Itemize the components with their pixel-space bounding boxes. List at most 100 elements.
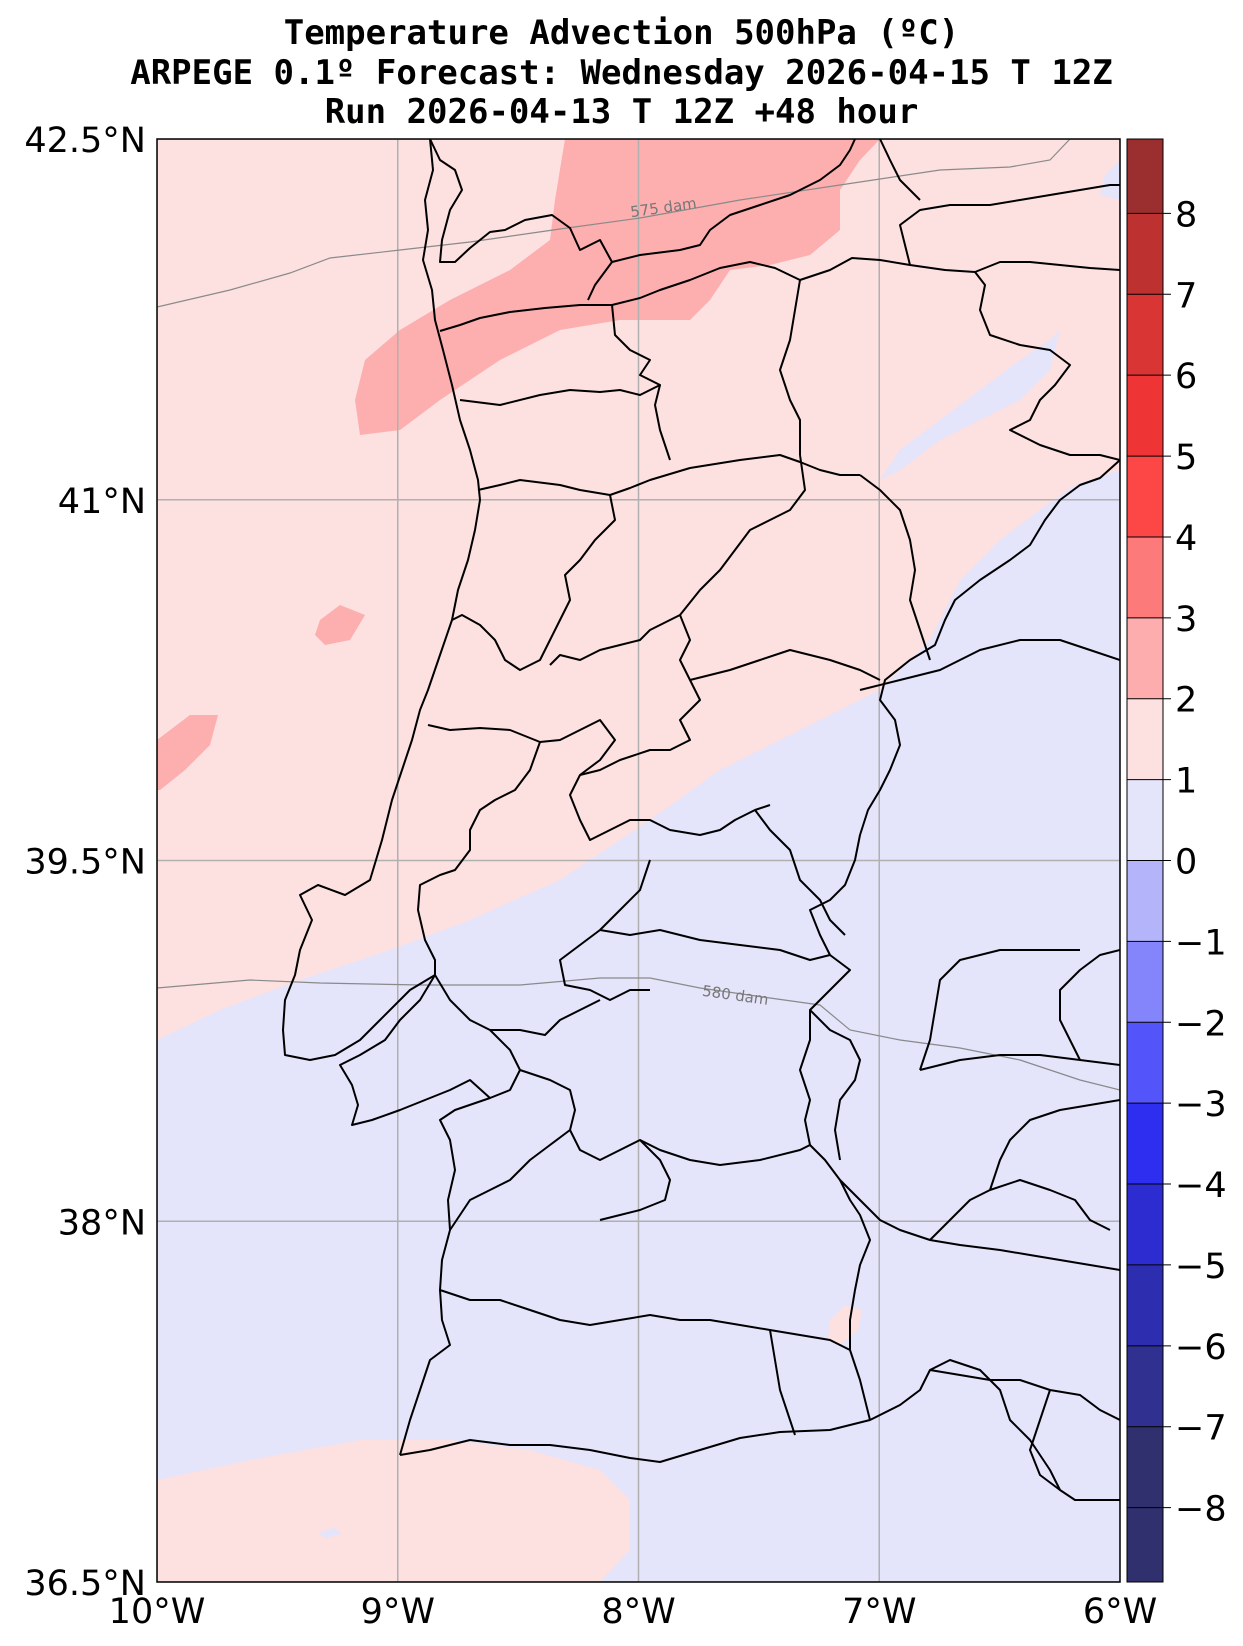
- colorbar-band-8: [1127, 779, 1163, 861]
- district-boundary: [519, 1069, 811, 1166]
- coastline-and-borders: [282, 139, 1120, 1501]
- border-portugal-spain-east: [799, 459, 1120, 1421]
- district-boundary: [439, 1289, 851, 1351]
- colorbar-label-11: −3: [1175, 1085, 1227, 1125]
- district-boundary: [459, 304, 661, 406]
- y-tick-label-1: 41°N: [58, 482, 146, 522]
- district-boundary: [919, 949, 1080, 1071]
- colorbar-band-0: [1127, 139, 1163, 214]
- coastline-galicia: [429, 139, 613, 301]
- colorbar-band-2: [1127, 294, 1163, 376]
- strong-warm-advection-north: [355, 139, 880, 435]
- colorbar-label-5: 3: [1175, 600, 1197, 640]
- district-boundary: [434, 974, 601, 1036]
- colorbar-band-1: [1127, 213, 1163, 295]
- district-boundary: [427, 719, 771, 841]
- district-boundary: [417, 741, 541, 975]
- district-boundary: [879, 139, 921, 201]
- map-area: 575 dam 580 dam: [157, 139, 1120, 1582]
- map-frame: [156, 138, 1121, 1583]
- warm-advection-south: [157, 1440, 630, 1582]
- cold-edge-northeast: [1100, 160, 1120, 200]
- cold-pocket-northeast: [880, 330, 1060, 480]
- colorbar-label-12: −4: [1175, 1166, 1227, 1206]
- district-boundary: [477, 454, 860, 496]
- colorbar-label-3: 5: [1175, 438, 1197, 478]
- district-boundary: [599, 1139, 671, 1221]
- district-boundary: [859, 639, 1120, 691]
- geopotential-contour-575: [157, 139, 1071, 308]
- colorbar-band-11: [1127, 1022, 1163, 1104]
- colorbar-band-5: [1127, 536, 1163, 619]
- y-axis-ticks: 42.5°N 41°N 39.5°N 38°N 36.5°N: [24, 121, 146, 1604]
- y-tick-label-3: 38°N: [58, 1203, 146, 1243]
- title-line-1: Temperature Advection 500hPa (ºC): [283, 13, 960, 53]
- colorbar-band-12: [1127, 1103, 1163, 1185]
- district-boundary: [839, 1179, 1120, 1271]
- colorbar-band-9: [1127, 860, 1163, 942]
- district-boundary: [754, 809, 846, 936]
- border-portugal-spain-north: [439, 257, 1120, 461]
- colorbar-label-1: 7: [1175, 276, 1197, 316]
- district-boundary: [449, 1129, 571, 1231]
- district-boundary: [974, 261, 1120, 273]
- district-boundary: [919, 1054, 1120, 1071]
- y-tick-label-4: 36.5°N: [24, 1564, 146, 1604]
- geopotential-contour-580: [157, 977, 1120, 1091]
- cold-speck: [318, 1528, 342, 1538]
- district-boundary: [1059, 949, 1120, 1061]
- district-boundary: [929, 1179, 1111, 1241]
- district-boundary: [899, 184, 1120, 266]
- coastline-south: [399, 1359, 1120, 1501]
- district-boundary: [779, 279, 801, 455]
- x-tick-label-3: 7°W: [842, 1592, 916, 1632]
- x-tick-label-4: 6°W: [1083, 1592, 1157, 1632]
- colorbar-label-2: 6: [1175, 357, 1197, 397]
- y-tick-label-0: 42.5°N: [24, 121, 146, 161]
- colorbar-band-4: [1127, 456, 1163, 538]
- district-boundary: [451, 494, 616, 671]
- district-boundary: [549, 454, 806, 666]
- warm-spot-interior: [828, 1305, 862, 1345]
- colorbar-label-14: −6: [1175, 1328, 1227, 1368]
- colorbar-label-7: 1: [1175, 762, 1197, 802]
- x-axis-ticks: 10°W 9°W 8°W 7°W 6°W: [109, 1592, 1158, 1632]
- district-boundary: [989, 1099, 1120, 1191]
- colorbar-label-10: −2: [1175, 1004, 1227, 1044]
- colorbar-label-0: 8: [1175, 195, 1197, 235]
- district-boundary: [929, 1369, 1120, 1421]
- district-boundary: [1029, 1389, 1061, 1491]
- colorbar-label-13: −5: [1175, 1247, 1227, 1287]
- district-boundary: [654, 384, 671, 461]
- strong-warm-patch-west: [315, 605, 365, 645]
- colorbar-band-16: [1127, 1426, 1163, 1509]
- gridlines: [157, 139, 1120, 1582]
- district-boundary: [809, 1009, 861, 1161]
- coastline-west: [282, 139, 491, 1456]
- colorbar-band-17: [1127, 1507, 1163, 1583]
- district-boundary: [559, 859, 651, 1001]
- colorbar-band-10: [1127, 941, 1163, 1023]
- colorbar-band-7: [1127, 698, 1163, 781]
- title-line-3: Run 2026-04-13 T 12Z +48 hour: [324, 92, 919, 132]
- x-tick-label-0: 10°W: [109, 1592, 206, 1632]
- colorbar-label-8: 0: [1175, 843, 1197, 883]
- colorbar: 8 7 6 5 4 3 2 1 0 −1 −2 −3 −4 −5 −6 −7 −8: [1126, 138, 1227, 1583]
- x-tick-label-2: 8°W: [601, 1592, 675, 1632]
- district-boundary: [611, 139, 856, 263]
- colorbar-band-15: [1127, 1345, 1163, 1428]
- colorbar-label-15: −7: [1175, 1409, 1227, 1449]
- colorbar-band-13: [1127, 1184, 1163, 1266]
- colorbar-label-6: 2: [1175, 681, 1197, 721]
- colorbar-label-16: −8: [1175, 1490, 1227, 1530]
- district-boundary: [579, 614, 701, 776]
- colorbar-band-3: [1127, 375, 1163, 457]
- strong-warm-patch-edge: [157, 715, 218, 790]
- district-boundary: [859, 474, 931, 661]
- district-boundary: [599, 929, 831, 961]
- district-boundary: [689, 649, 881, 681]
- x-tick-label-1: 9°W: [361, 1592, 435, 1632]
- colorbar-band-6: [1127, 617, 1163, 700]
- district-boundary: [769, 1329, 796, 1436]
